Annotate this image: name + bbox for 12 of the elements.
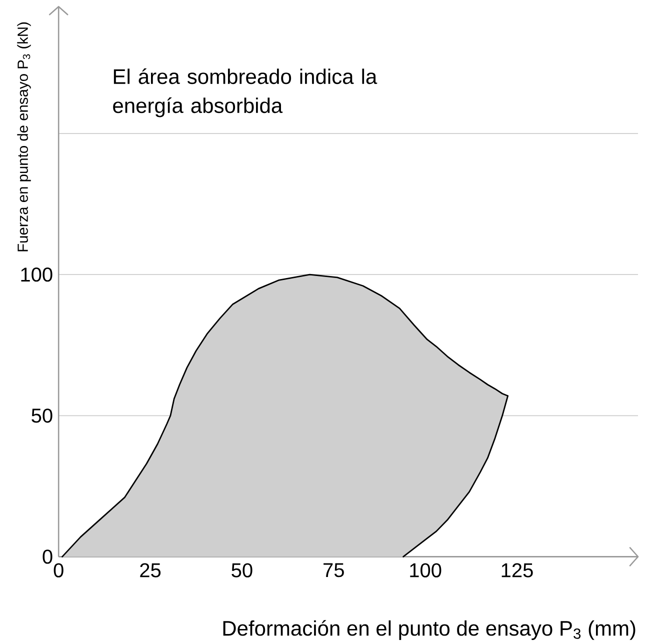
x-tick-label: 75 — [324, 563, 344, 578]
x-tick-label: 50 — [232, 563, 252, 578]
x-axis-title: Deformación en el punto de ensayo P$_{3}$ (mm) — [223, 620, 636, 640]
y-axis-title: Fuerza en punto de ensayo P$_{3}$ (kN) — [17, 22, 31, 252]
x-tick-label: 25 — [140, 563, 161, 578]
x-tick-label: 0 — [54, 563, 64, 578]
x-tick-label: 100 — [410, 563, 442, 578]
y-tick-label: 100 — [21, 268, 52, 282]
x-tick-label: 125 — [502, 563, 533, 578]
y-tick-label: 0 — [42, 550, 52, 564]
annotation: El área sombreado indica la energía absorbida — [113, 68, 378, 118]
y-tick-label: 50 — [32, 408, 52, 423]
